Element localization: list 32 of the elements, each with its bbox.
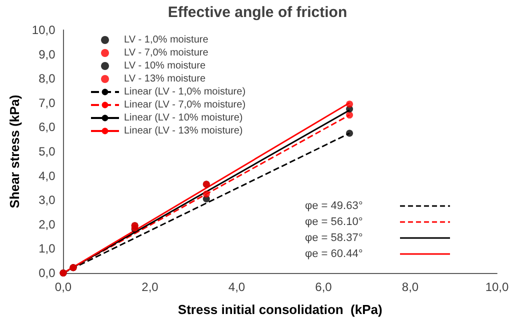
x-tick-label: 10,0 — [485, 280, 509, 294]
x-tick-label: 8,0 — [402, 280, 419, 294]
y-tick-label: 6,0 — [38, 120, 56, 134]
y-tick-label: 9,0 — [38, 47, 56, 62]
y-tick-label: 7,0 — [38, 96, 56, 110]
legend-label: LV - 13% moisture — [124, 74, 206, 84]
x-tick-label: 2,0 — [142, 280, 159, 294]
y-tick-label: 1,0 — [38, 242, 56, 256]
legend-label: LV - 10% moisture — [124, 60, 206, 72]
y-tick-label: 8,0 — [38, 72, 56, 86]
x-tick-label: 6,0 — [315, 280, 332, 294]
x-axis-title: Stress initial consolidation (kPa) — [178, 302, 382, 317]
legend-label: Linear (LV - 1,0% moisture) — [124, 86, 246, 98]
legend-label: Linear (LV - 10% moisture) — [124, 112, 243, 124]
y-tick-label: 2,0 — [38, 217, 56, 232]
annotation: φe = 56.10° — [305, 216, 364, 228]
annotation: φe = 58.37° — [305, 232, 364, 244]
annotation: φe = 49.63° — [305, 200, 364, 212]
legend-label: LV - 7,0% moisture — [124, 48, 209, 58]
y-axis-title: Shear stress (kPa) — [7, 94, 22, 208]
y-tick-label: 0,0 — [38, 266, 56, 280]
y-tick-label: 3,0 — [38, 193, 56, 208]
x-tick-label: 4,0 — [228, 280, 246, 294]
annotation: φe = 60.44° — [305, 248, 364, 260]
y-tick-label: 10,0 — [32, 23, 56, 37]
y-tick-label: 4,0 — [38, 168, 56, 183]
legend-label: LV - 1,0% moisture — [124, 34, 209, 46]
legend-label: Linear (LV - 13% moisture) — [124, 126, 243, 136]
x-tick-label: 0,0 — [54, 280, 72, 294]
legend-label: Linear (LV - 7,0% moisture) — [124, 100, 246, 110]
y-tick-label: 5,0 — [38, 144, 56, 158]
chart-title: Effective angle of friction — [168, 4, 348, 21]
